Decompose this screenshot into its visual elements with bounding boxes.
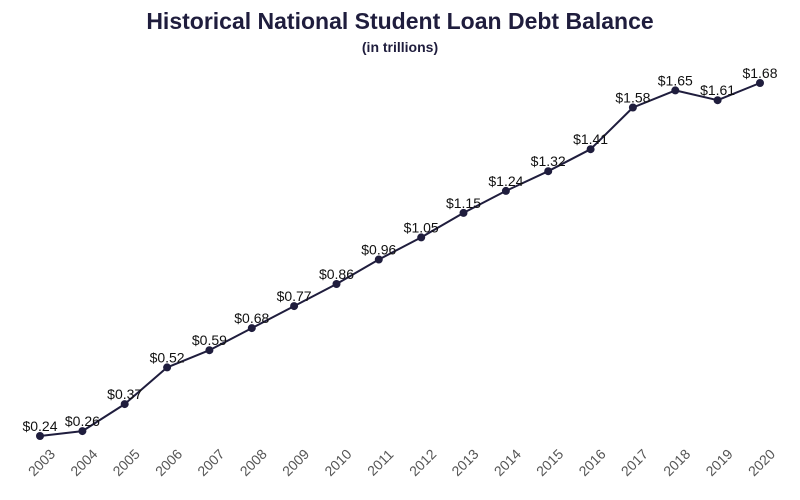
x-tick-label: 2012 — [406, 446, 439, 479]
x-axis-ticks-group: 2003 2004 2005 2006 2007 2008 2009 2010 2011 2012… — [25, 446, 778, 479]
series-line — [39, 82, 761, 437]
data-point — [247, 324, 256, 333]
data-point — [756, 79, 764, 87]
x-tick-label: 2009 — [279, 446, 312, 479]
data-point — [163, 363, 172, 372]
data-point — [501, 186, 510, 195]
chart-subtitle: (in trillions) — [361, 39, 439, 55]
x-tick-label: 2003 — [25, 446, 58, 479]
data-label: $0.86 — [319, 266, 354, 282]
data-label: $0.96 — [361, 242, 396, 258]
data-label: $1.68 — [742, 65, 777, 81]
data-label: $1.15 — [446, 195, 481, 211]
x-tick-label: 2016 — [575, 446, 608, 479]
data-point — [713, 96, 722, 105]
x-tick-label: 2015 — [533, 446, 566, 479]
x-tick-label: 2007 — [194, 446, 227, 479]
data-label: $1.05 — [404, 219, 439, 235]
data-label: $0.37 — [107, 386, 142, 402]
x-tick-label: 2019 — [702, 446, 735, 479]
x-tick-label: 2018 — [660, 446, 693, 479]
data-label: $1.61 — [700, 82, 735, 98]
data-label: $1.58 — [615, 90, 650, 106]
x-tick-label: 2011 — [364, 446, 397, 479]
x-tick-label: 2010 — [321, 446, 354, 479]
x-tick-label: 2008 — [237, 446, 270, 479]
x-tick-label: 2006 — [152, 446, 185, 479]
x-tick-label: 2014 — [491, 446, 524, 479]
data-label: $0.77 — [277, 288, 312, 304]
data-label: $0.52 — [150, 349, 185, 365]
data-label: $0.59 — [192, 332, 227, 348]
data-label: $0.26 — [65, 413, 100, 429]
chart-title: Historical National Student Loan Debt Ba… — [146, 8, 654, 34]
x-tick-label: 2005 — [109, 446, 142, 479]
x-tick-label: 2020 — [745, 446, 778, 479]
data-label: $0.68 — [234, 310, 269, 326]
data-point — [417, 233, 426, 242]
data-labels-group: $0.24 $0.26 $0.37 $0.52 $0.59 $0.68 $0.77 $0.86… — [22, 65, 777, 434]
data-point — [586, 145, 595, 154]
data-point — [628, 103, 637, 112]
data-point — [459, 208, 468, 217]
x-tick-label: 2004 — [67, 446, 100, 479]
data-point — [332, 280, 341, 288]
data-point — [205, 346, 214, 355]
data-point — [544, 167, 553, 176]
data-point — [374, 255, 383, 264]
x-tick-label: 2017 — [618, 446, 651, 479]
series-group — [39, 82, 761, 437]
data-label: $1.65 — [658, 72, 693, 88]
data-point — [671, 86, 680, 95]
data-point — [120, 400, 129, 409]
data-point — [290, 302, 299, 311]
data-label: $1.32 — [531, 153, 566, 169]
data-label: $1.41 — [573, 131, 608, 147]
data-label: $0.24 — [22, 418, 57, 434]
data-point — [78, 427, 87, 436]
data-label: $1.24 — [488, 173, 523, 189]
x-tick-label: 2013 — [448, 446, 481, 479]
data-point — [36, 432, 44, 440]
points-group — [36, 79, 764, 440]
